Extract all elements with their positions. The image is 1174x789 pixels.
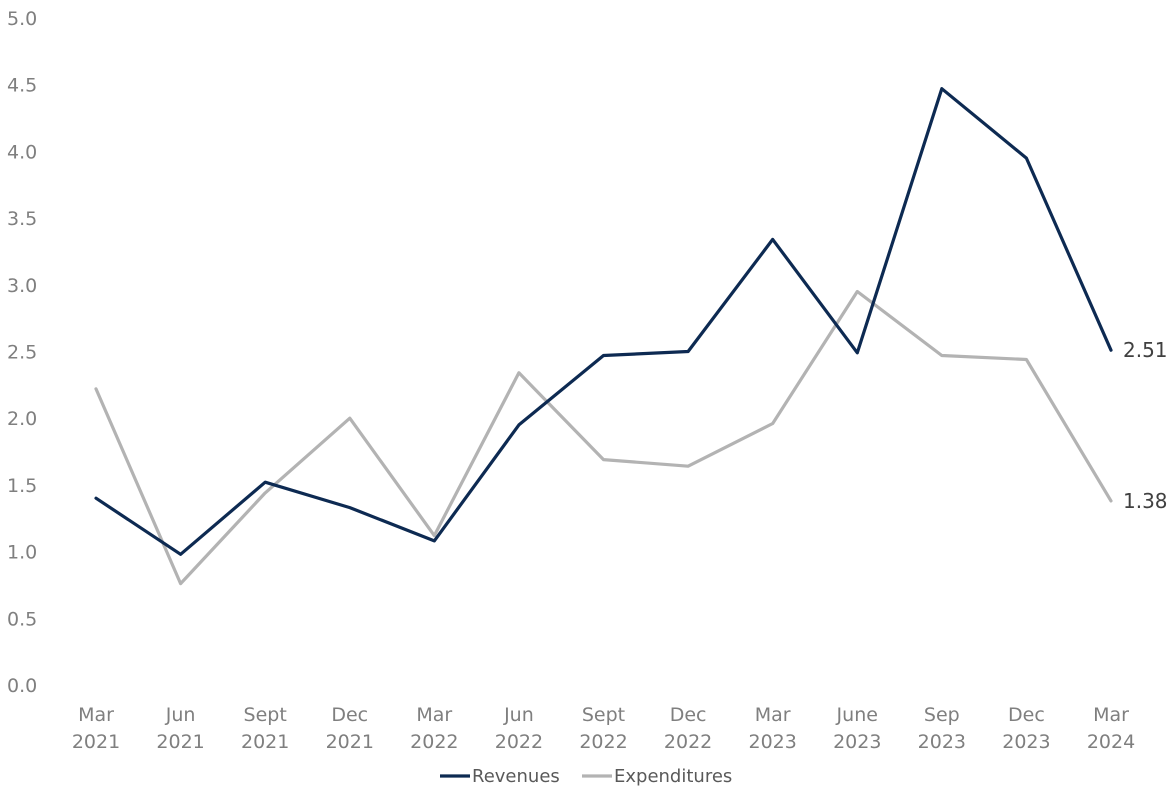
x-tick-label-period: Sept bbox=[582, 704, 625, 726]
x-tick-label-year: 2024 bbox=[1087, 731, 1135, 753]
y-axis: 0.0 0.5 1.0 1.5 2.0 2.5 3.0 3.5 4.0 4.5 5.0 bbox=[7, 8, 37, 697]
end-labels: 2.51 1.38 bbox=[1123, 338, 1168, 513]
y-tick-label: 0.5 bbox=[7, 608, 37, 630]
x-tick-label-period: Dec bbox=[331, 704, 368, 726]
x-tick-label: Mar 2021 bbox=[72, 704, 120, 753]
x-tick-label-period: Jun bbox=[503, 704, 534, 726]
x-tick-label-year: 2021 bbox=[241, 731, 289, 753]
legend: Revenues Expenditures bbox=[440, 766, 732, 787]
series-layer bbox=[94, 87, 1113, 586]
x-tick-label-year: 2023 bbox=[833, 731, 881, 753]
y-tick-label: 5.0 bbox=[7, 8, 37, 30]
y-tick-label: 3.0 bbox=[7, 275, 37, 297]
x-tick-label-period: Sept bbox=[244, 704, 287, 726]
x-tick-label-period: Sep bbox=[924, 704, 960, 726]
x-tick-label-year: 2022 bbox=[579, 731, 627, 753]
x-tick-label-year: 2022 bbox=[410, 731, 458, 753]
x-tick-label-period: Mar bbox=[1093, 704, 1129, 726]
x-tick-label: Mar 2023 bbox=[748, 704, 796, 753]
x-tick-label-year: 2022 bbox=[495, 731, 543, 753]
x-axis: Mar 2021 Jun 2021 Sept 2021 Dec 2021 Mar 2022 Jun 2… bbox=[72, 704, 1135, 753]
x-tick-label-period: Dec bbox=[670, 704, 707, 726]
y-tick-label: 2.0 bbox=[7, 408, 37, 430]
x-tick-label: Dec 2023 bbox=[1002, 704, 1050, 753]
y-tick-label: 4.0 bbox=[7, 141, 37, 163]
x-tick-label-period: Mar bbox=[416, 704, 452, 726]
x-tick-label-year: 2021 bbox=[156, 731, 204, 753]
x-tick-label-year: 2022 bbox=[664, 731, 712, 753]
y-tick-label: 3.5 bbox=[7, 208, 37, 230]
y-tick-label: 4.5 bbox=[7, 75, 37, 97]
x-tick-label-period: Jun bbox=[165, 704, 196, 726]
x-tick-label: Jun 2021 bbox=[156, 704, 204, 753]
x-tick-label-year: 2023 bbox=[1002, 731, 1050, 753]
y-tick-label: 2.5 bbox=[7, 342, 37, 364]
x-tick-label-year: 2021 bbox=[326, 731, 374, 753]
legend-label: Revenues bbox=[472, 766, 560, 787]
end-label-expenditures: 1.38 bbox=[1123, 489, 1168, 513]
x-tick-label: June 2023 bbox=[833, 704, 881, 753]
x-tick-label: Sep 2023 bbox=[918, 704, 966, 753]
legend-item-revenues: Revenues bbox=[440, 766, 560, 787]
x-tick-label-period: June bbox=[836, 704, 878, 726]
series-line-revenues bbox=[94, 87, 1113, 556]
series-line-expenditures bbox=[94, 289, 1113, 586]
legend-label: Expenditures bbox=[614, 766, 732, 787]
y-tick-label: 0.0 bbox=[7, 675, 37, 697]
x-tick-label-period: Mar bbox=[78, 704, 114, 726]
y-tick-label: 1.5 bbox=[7, 475, 37, 497]
x-tick-label-period: Mar bbox=[755, 704, 791, 726]
x-tick-label: Dec 2021 bbox=[326, 704, 374, 753]
x-tick-label: Sept 2021 bbox=[241, 704, 289, 753]
y-tick-label: 1.0 bbox=[7, 542, 37, 564]
x-tick-label: Mar 2022 bbox=[410, 704, 458, 753]
x-tick-label: Mar 2024 bbox=[1087, 704, 1135, 753]
x-tick-label: Dec 2022 bbox=[664, 704, 712, 753]
end-label-revenues: 2.51 bbox=[1123, 338, 1168, 362]
x-tick-label-period: Dec bbox=[1008, 704, 1045, 726]
x-tick-label: Jun 2022 bbox=[495, 704, 543, 753]
legend-item-expenditures: Expenditures bbox=[582, 766, 732, 787]
x-tick-label-year: 2023 bbox=[748, 731, 796, 753]
x-tick-label-year: 2023 bbox=[918, 731, 966, 753]
x-tick-label-year: 2021 bbox=[72, 731, 120, 753]
x-tick-label: Sept 2022 bbox=[579, 704, 627, 753]
